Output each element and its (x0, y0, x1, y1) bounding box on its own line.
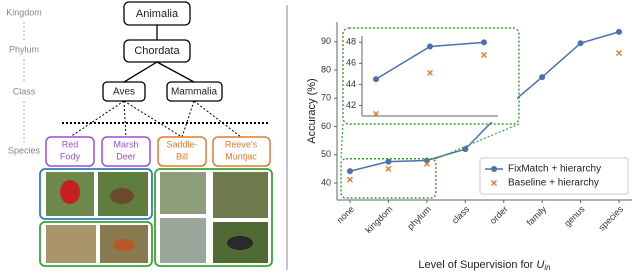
species-label: Saddle- (166, 139, 197, 149)
species-box (212, 136, 271, 167)
legend-box (479, 157, 629, 195)
y-tick-label: 60 (321, 121, 331, 131)
x-tick-label: kingdom (363, 204, 394, 235)
taxonomy-diagram: Kingdom Phylum Class Species Animalia Ch… (6, 1, 273, 267)
y-tick-label: 90 (321, 36, 331, 46)
point (481, 39, 487, 46)
level-label: Species (8, 145, 41, 155)
point (616, 28, 622, 35)
species-label: Red (62, 139, 79, 149)
series-line (349, 31, 620, 172)
y-axis-label: Accuracy (%) (306, 78, 318, 143)
zoom-connector (435, 123, 520, 160)
x-tick-label: family (525, 204, 549, 228)
photo (113, 239, 135, 251)
point (347, 168, 353, 175)
group-box (39, 221, 153, 267)
node (123, 1, 191, 26)
point (385, 165, 392, 172)
photo (160, 218, 206, 263)
point (347, 176, 353, 183)
level-label: Phylum (9, 44, 39, 54)
legend-label: FixMatch + hierarchy (508, 164, 601, 175)
x-tick-label: class (450, 204, 472, 226)
legend-marker (491, 180, 497, 186)
species-box (101, 136, 151, 167)
y-tick-label: 46 (346, 58, 356, 68)
chart-area: 40 50 60 70 80 90 none kingdom phylum class order f… (306, 22, 632, 272)
y-tick-label: 40 (321, 177, 331, 187)
group-box (154, 168, 273, 267)
point (616, 50, 622, 57)
node-label: Aves (113, 87, 135, 98)
point (427, 69, 433, 76)
node-label: Mammalia (171, 87, 218, 98)
photo (160, 172, 206, 214)
group-box (39, 168, 153, 220)
node (102, 81, 146, 102)
x-tick-label: order (488, 204, 510, 226)
level-label: Class (13, 86, 36, 96)
species-label: Muntjac (225, 151, 257, 161)
x-axis-label-part: in (544, 263, 551, 272)
zoom-region (340, 157, 437, 199)
y-tick-label: 80 (321, 64, 331, 74)
y-tick-label: 42 (346, 100, 356, 110)
species-label: Marsh (113, 139, 138, 149)
y-tick-label: 48 (346, 37, 356, 47)
x-tick-label: genus (562, 204, 587, 229)
photo (60, 180, 80, 204)
node (123, 39, 191, 63)
species-label: Deer (116, 151, 136, 161)
x-tick-label: species (596, 204, 625, 233)
point (423, 160, 430, 167)
species-label: Fody (60, 151, 81, 161)
x-axis-label-part: U (536, 259, 544, 271)
photo (227, 236, 253, 250)
point (481, 51, 487, 58)
photo (110, 188, 134, 204)
legend-marker (491, 166, 497, 172)
point (577, 40, 584, 47)
level-label: Kingdom (6, 7, 42, 17)
point (385, 158, 392, 165)
y-tick-label: 44 (346, 79, 356, 89)
point (373, 110, 379, 117)
species-box (45, 136, 95, 167)
point (539, 74, 546, 81)
photo (213, 172, 268, 218)
x-tick-label: none (335, 204, 356, 225)
legend-label: Baseline + hierarchy (508, 178, 599, 189)
x-axis-label-part: Level of Supervision for (418, 259, 536, 271)
species-edges (62, 100, 268, 138)
point (427, 43, 433, 50)
point (373, 76, 379, 83)
node (166, 81, 223, 102)
x-axis-label: Level of Supervision for Uin (418, 259, 551, 272)
node-label: Chordata (134, 45, 180, 57)
zoom-connector (340, 123, 344, 159)
species-label: Bill (176, 151, 188, 161)
x-tick-label: phylum (405, 204, 433, 232)
tree-edges (123, 25, 195, 83)
inset-frame (342, 27, 520, 125)
species-box (157, 136, 207, 167)
node-label: Animalia (136, 8, 179, 20)
photo (46, 225, 96, 263)
y-tick-label: 70 (321, 93, 331, 103)
y-tick-label: 50 (321, 149, 331, 159)
species-label: Reeve's (225, 139, 258, 149)
